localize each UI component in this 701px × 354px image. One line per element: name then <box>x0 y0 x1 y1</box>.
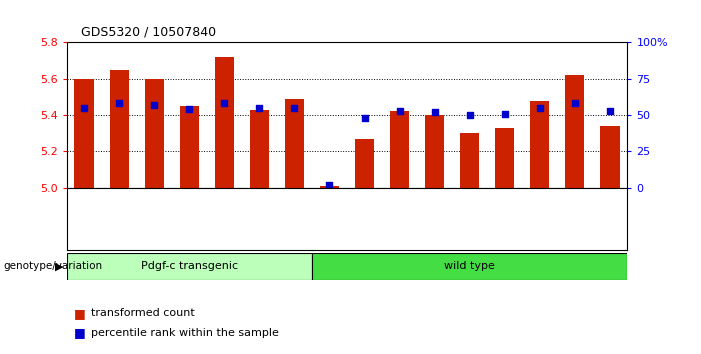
Bar <box>530 101 550 188</box>
Text: GSM936502: GSM936502 <box>571 191 579 246</box>
Text: GSM936499: GSM936499 <box>501 191 509 246</box>
Text: ■: ■ <box>74 326 86 339</box>
Point <box>394 108 405 114</box>
Bar <box>592 188 627 250</box>
Bar <box>600 126 620 188</box>
Bar <box>109 70 129 188</box>
Point <box>254 105 265 110</box>
Text: transformed count: transformed count <box>91 308 195 318</box>
Bar <box>250 110 269 188</box>
Point <box>219 101 230 106</box>
Bar <box>390 112 409 188</box>
Bar <box>487 188 522 250</box>
Text: GSM936491: GSM936491 <box>115 191 123 246</box>
Bar <box>425 115 444 188</box>
Bar <box>557 188 592 250</box>
Bar <box>495 128 515 188</box>
Text: percentile rank within the sample: percentile rank within the sample <box>91 328 279 338</box>
Point <box>534 105 545 110</box>
Bar <box>452 188 487 250</box>
Point <box>184 107 195 112</box>
Bar <box>215 57 234 188</box>
Text: GSM936494: GSM936494 <box>150 191 158 245</box>
Text: ▶: ▶ <box>55 261 63 272</box>
Bar <box>382 188 417 250</box>
Text: GSM936504: GSM936504 <box>290 191 299 246</box>
Bar <box>179 106 199 188</box>
Bar <box>67 188 102 250</box>
Bar <box>137 188 172 250</box>
Point <box>324 182 335 188</box>
Point <box>79 105 90 110</box>
Text: ■: ■ <box>74 307 86 320</box>
Text: Pdgf-c transgenic: Pdgf-c transgenic <box>141 261 238 272</box>
Bar <box>67 253 312 280</box>
Bar <box>74 79 94 188</box>
Bar <box>312 253 627 280</box>
Point <box>429 109 440 115</box>
Text: GSM936503: GSM936503 <box>255 191 264 246</box>
Bar <box>207 188 242 250</box>
Point <box>114 101 125 106</box>
Bar <box>347 188 382 250</box>
Text: GSM936497: GSM936497 <box>185 191 193 246</box>
Bar <box>102 188 137 250</box>
Bar <box>355 139 374 188</box>
Point <box>464 112 475 118</box>
Point <box>149 102 160 108</box>
Bar <box>277 188 312 250</box>
Bar <box>522 188 557 250</box>
Text: GSM936501: GSM936501 <box>220 191 229 246</box>
Text: GSM936492: GSM936492 <box>325 191 334 245</box>
Bar <box>144 79 164 188</box>
Bar <box>242 188 277 250</box>
Point <box>604 108 615 114</box>
Bar <box>312 188 347 250</box>
Text: GSM936498: GSM936498 <box>465 191 474 246</box>
Text: wild type: wild type <box>444 261 495 272</box>
Bar <box>565 75 585 188</box>
Bar <box>460 133 479 188</box>
Bar <box>172 188 207 250</box>
Text: GSM936490: GSM936490 <box>80 191 88 246</box>
Bar <box>285 99 304 188</box>
Text: GSM936495: GSM936495 <box>395 191 404 246</box>
Bar <box>417 188 452 250</box>
Point <box>359 115 370 121</box>
Text: GSM936493: GSM936493 <box>360 191 369 246</box>
Text: GDS5320 / 10507840: GDS5320 / 10507840 <box>81 26 216 39</box>
Text: genotype/variation: genotype/variation <box>4 261 102 272</box>
Text: GSM936500: GSM936500 <box>536 191 544 246</box>
Bar <box>320 186 339 188</box>
Text: GSM936496: GSM936496 <box>430 191 439 246</box>
Point <box>499 111 510 116</box>
Point <box>569 101 580 106</box>
Point <box>289 105 300 110</box>
Text: GSM936505: GSM936505 <box>606 191 614 246</box>
